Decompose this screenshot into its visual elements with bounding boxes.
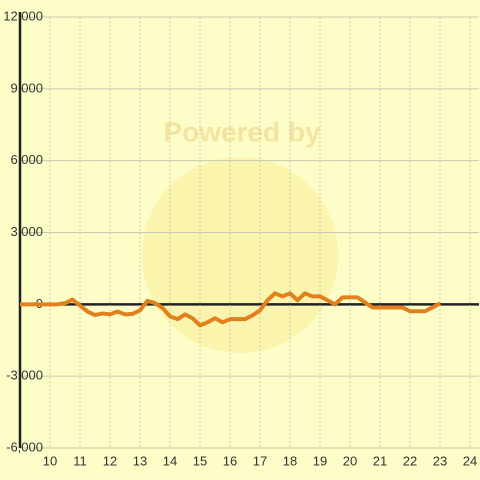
x-tick-label: 18	[283, 453, 297, 468]
x-tick-label: 20	[343, 453, 357, 468]
x-tick-label: 24	[463, 453, 477, 468]
x-tick-label: 15	[193, 453, 207, 468]
y-tick-label: -3,000	[6, 368, 43, 383]
x-tick-label: 10	[43, 453, 57, 468]
x-tick-label: 19	[313, 453, 327, 468]
x-tick-label: 17	[253, 453, 267, 468]
y-tick-label: 3,000	[10, 224, 43, 239]
x-tick-label: 13	[133, 453, 147, 468]
watermark: Powered by	[163, 116, 321, 147]
x-tick-label: 16	[223, 453, 237, 468]
x-tick-label: 23	[433, 453, 447, 468]
y-tick-label: 9,000	[10, 80, 43, 95]
x-tick-label: 14	[163, 453, 177, 468]
x-tick-label: 21	[373, 453, 387, 468]
y-tick-label: -6,000	[6, 439, 43, 454]
x-tick-label: 22	[403, 453, 417, 468]
y-tick-label: 6,000	[10, 152, 43, 167]
x-tick-label: 12	[103, 453, 117, 468]
y-tick-label: 12,000	[3, 8, 43, 23]
x-tick-label: 11	[73, 453, 87, 468]
data-line	[20, 291, 441, 328]
watermark-logo	[142, 157, 338, 353]
